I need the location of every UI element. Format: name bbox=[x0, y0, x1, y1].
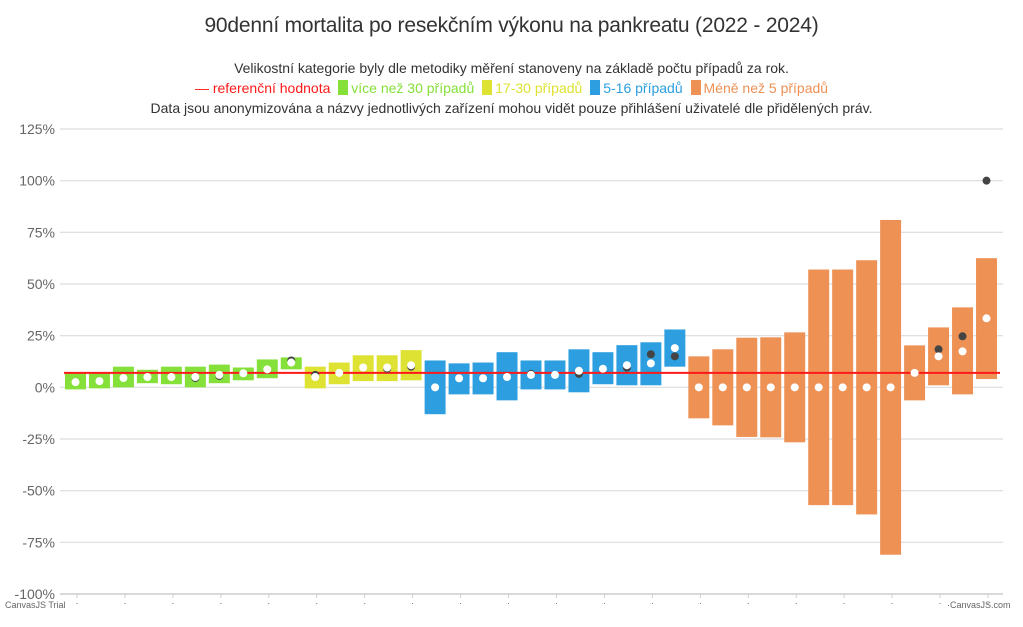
x-tick-label: · bbox=[987, 598, 990, 608]
value-point bbox=[71, 378, 80, 387]
legend-label-lt5: Méně než 5 případů bbox=[703, 80, 829, 96]
value-point bbox=[335, 368, 344, 377]
chart-subtitle-anonymization: Data jsou anonymizována a názvy jednotli… bbox=[150, 100, 873, 116]
x-tick-label: · bbox=[76, 598, 79, 608]
value-point bbox=[814, 383, 823, 392]
legend-swatch-5-16 bbox=[590, 80, 601, 95]
x-tick-label: · bbox=[507, 598, 510, 608]
value-point bbox=[982, 314, 991, 323]
value-point bbox=[622, 361, 631, 370]
value-point bbox=[838, 383, 847, 392]
x-tick-label: · bbox=[219, 598, 222, 608]
legend-item-lt5[interactable]: Méně než 5 případů bbox=[690, 80, 829, 96]
x-axis: · · · · · · · · · · · · · · · · · · · · bbox=[60, 593, 1003, 608]
x-tick-label: · bbox=[459, 598, 462, 608]
value-point bbox=[407, 361, 416, 370]
value-point bbox=[239, 369, 248, 378]
chart-title: 90denní mortalita po resekčním výkonu na… bbox=[204, 14, 819, 37]
value-point bbox=[718, 383, 727, 392]
y-tick-label: 25% bbox=[27, 328, 55, 344]
value-point bbox=[742, 383, 751, 392]
value-point bbox=[119, 374, 128, 383]
value-point bbox=[958, 347, 967, 356]
y-tick-label: -50% bbox=[22, 483, 55, 499]
value-point bbox=[287, 358, 296, 367]
x-tick-label: · bbox=[363, 598, 366, 608]
value-point bbox=[670, 344, 679, 353]
x-tick-label: · bbox=[171, 598, 174, 608]
previous-value-point bbox=[646, 350, 655, 359]
value-point bbox=[143, 373, 152, 381]
value-point bbox=[167, 373, 176, 381]
legend-item-reference[interactable]: — referenční hodnota bbox=[195, 80, 334, 96]
value-point bbox=[910, 368, 919, 377]
legend-label-17-30: 17-30 případů bbox=[495, 80, 583, 96]
watermark-right: ·CanvasJS.com bbox=[947, 600, 1011, 610]
legend-item-5-16[interactable]: 5-16 případů bbox=[590, 80, 686, 96]
legend-label-5-16: 5-16 případů bbox=[603, 80, 683, 96]
value-point bbox=[263, 365, 272, 374]
value-point bbox=[311, 373, 320, 381]
y-tick-label: -100% bbox=[15, 586, 55, 602]
value-point bbox=[359, 363, 368, 372]
y-tick-label: 100% bbox=[19, 173, 55, 189]
previous-value-point bbox=[670, 352, 679, 361]
value-point bbox=[574, 366, 583, 375]
legend-label-reference: — referenční hodnota bbox=[194, 80, 331, 96]
y-tick-label: 125% bbox=[19, 121, 55, 137]
y-tick-label: 0% bbox=[35, 379, 55, 395]
legend-label-gt30: více než 30 případů bbox=[351, 80, 475, 96]
value-point bbox=[503, 373, 512, 381]
bars bbox=[65, 219, 997, 555]
x-tick-label: · bbox=[267, 598, 270, 608]
value-point bbox=[215, 370, 224, 379]
value-point bbox=[694, 383, 703, 392]
previous-value-point bbox=[934, 345, 943, 354]
previous-value-point bbox=[982, 176, 991, 185]
watermark-left: CanvasJS Trial bbox=[5, 600, 66, 610]
x-tick-label: · bbox=[939, 598, 942, 608]
value-point bbox=[646, 359, 655, 368]
chart-subtitle-methodology: Velikostní kategorie byly dle metodiky m… bbox=[234, 60, 789, 76]
value-point bbox=[383, 363, 392, 372]
x-tick-label: · bbox=[123, 598, 126, 608]
legend: — referenční hodnota více než 30 případů… bbox=[0, 80, 1023, 96]
x-tick-label: · bbox=[411, 598, 414, 608]
x-tick-label: · bbox=[651, 598, 654, 608]
y-tick-label: -75% bbox=[22, 534, 55, 550]
y-tick-label: 50% bbox=[27, 276, 55, 292]
x-tick-label: · bbox=[699, 598, 702, 608]
legend-swatch-gt30 bbox=[338, 80, 349, 95]
value-point bbox=[527, 370, 535, 379]
x-tick-label: · bbox=[891, 598, 894, 608]
points bbox=[71, 176, 991, 392]
value-point bbox=[431, 383, 440, 392]
value-point bbox=[862, 383, 871, 392]
x-tick-label: · bbox=[555, 598, 558, 608]
x-tick-label: · bbox=[747, 598, 750, 608]
x-tick-label: · bbox=[795, 598, 798, 608]
value-point bbox=[479, 374, 488, 383]
x-tick-label: · bbox=[315, 598, 318, 608]
value-point bbox=[598, 364, 607, 373]
value-point bbox=[886, 383, 895, 392]
value-point bbox=[455, 374, 464, 383]
value-point bbox=[790, 383, 799, 392]
x-tick-label: · bbox=[843, 598, 846, 608]
value-point bbox=[550, 370, 559, 379]
value-point bbox=[934, 352, 943, 361]
y-tick-label: 75% bbox=[27, 224, 55, 240]
legend-item-17-30[interactable]: 17-30 případů bbox=[482, 80, 586, 96]
y-axis: 125% 100% 75% 50% 25% 0% -25% -50% -75% -100% bbox=[15, 121, 55, 602]
legend-swatch-17-30 bbox=[482, 80, 493, 95]
y-tick-label: -25% bbox=[22, 431, 55, 447]
value-point bbox=[95, 377, 104, 386]
value-point bbox=[766, 383, 775, 392]
legend-swatch-lt5 bbox=[690, 80, 701, 95]
previous-value-point bbox=[958, 332, 967, 341]
legend-item-gt30[interactable]: více než 30 případů bbox=[338, 80, 478, 96]
x-tick-label: · bbox=[603, 598, 606, 608]
value-point bbox=[191, 373, 200, 381]
